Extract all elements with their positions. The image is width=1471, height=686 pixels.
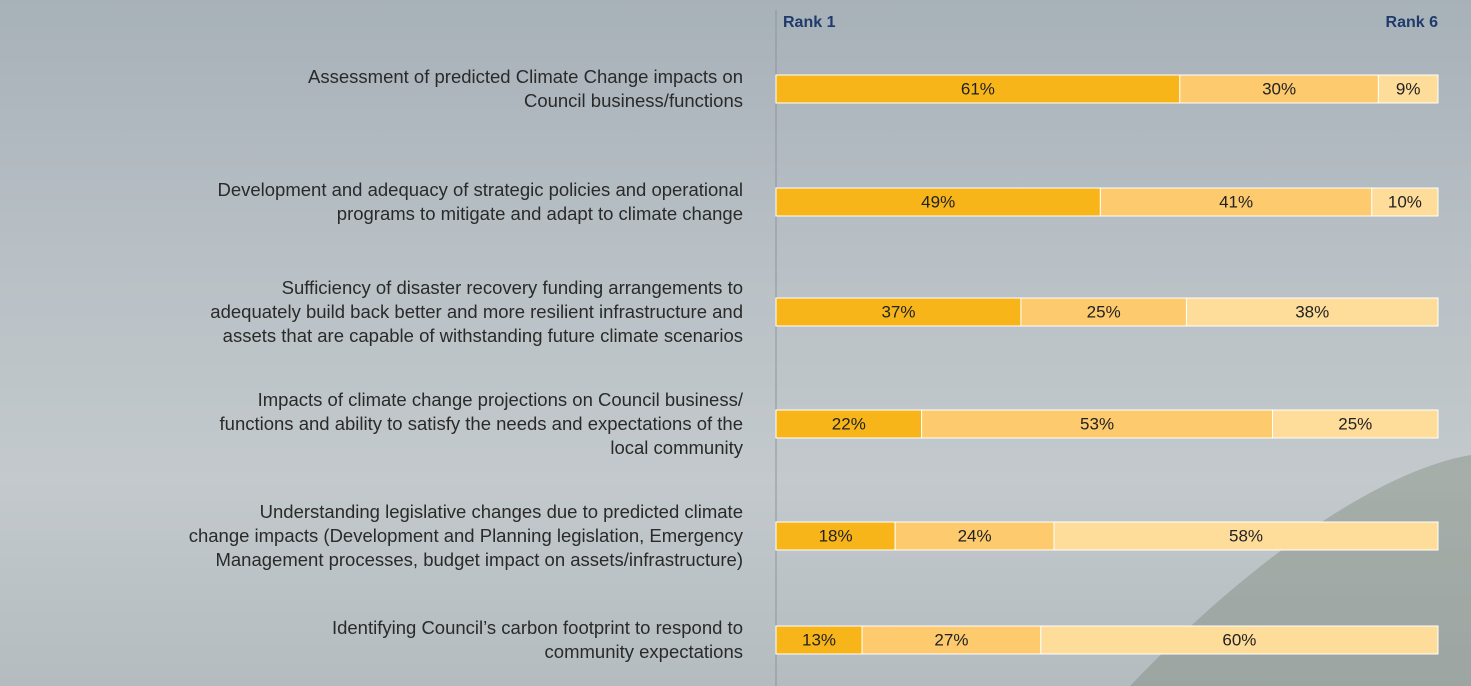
bar-segment xyxy=(1040,625,1439,655)
value-label: 41% xyxy=(1219,192,1253,211)
bar-segment xyxy=(775,187,1101,217)
bar-segment xyxy=(1053,521,1439,551)
bar-segment xyxy=(775,74,1181,104)
value-label: 61% xyxy=(961,79,995,98)
end-label: Rank 6 xyxy=(1386,14,1439,31)
bar-segment xyxy=(921,409,1273,439)
bar-segment xyxy=(1179,74,1379,104)
value-label: 13% xyxy=(802,630,836,649)
value-label: 58% xyxy=(1229,526,1263,545)
category-label: Impacts of climate change projections on… xyxy=(219,389,743,458)
value-label: 24% xyxy=(958,526,992,545)
category-label: Identifying Council’s carbon footprint t… xyxy=(331,617,743,662)
value-label: 53% xyxy=(1080,414,1114,433)
value-label: 27% xyxy=(934,630,968,649)
category-label: Development and adequacy of strategic po… xyxy=(217,179,743,224)
start-label: Rank 1 xyxy=(783,14,836,31)
category-label: Assessment of predicted Climate Change i… xyxy=(308,66,743,111)
value-label: 60% xyxy=(1222,630,1256,649)
value-label: 49% xyxy=(921,192,955,211)
bar-segment xyxy=(1371,187,1439,217)
bar-segment xyxy=(861,625,1042,655)
value-label: 18% xyxy=(819,526,853,545)
bar-segment xyxy=(775,521,896,551)
bar-segment xyxy=(1272,409,1439,439)
value-label: 25% xyxy=(1338,414,1372,433)
bar-segment xyxy=(1020,297,1187,327)
category-label: Understanding legislative changes due to… xyxy=(188,501,743,570)
value-label: 37% xyxy=(881,302,915,321)
bar-segment xyxy=(1377,74,1439,104)
value-label: 22% xyxy=(832,414,866,433)
value-label: 9% xyxy=(1396,79,1421,98)
bar-segment xyxy=(894,521,1055,551)
bar-segment xyxy=(775,297,1022,327)
value-label: 38% xyxy=(1295,302,1329,321)
bar-segment xyxy=(1099,187,1373,217)
value-label: 30% xyxy=(1262,79,1296,98)
value-label: 10% xyxy=(1388,192,1422,211)
category-label: Sufficiency of disaster recovery funding… xyxy=(210,277,743,346)
value-label: 25% xyxy=(1087,302,1121,321)
bar-segment xyxy=(775,625,863,655)
bar-segment xyxy=(1185,297,1439,327)
